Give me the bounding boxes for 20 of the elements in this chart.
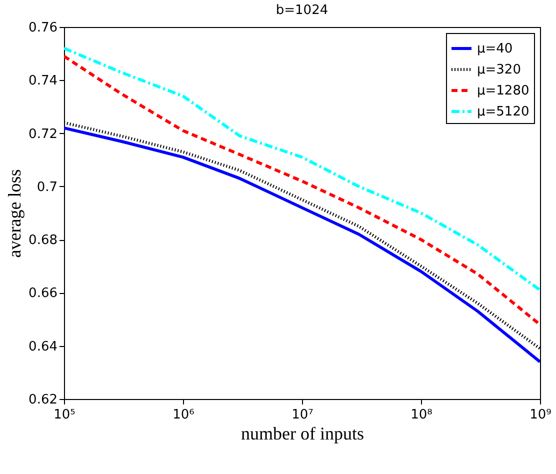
y-tick-label: 0.66 — [28, 286, 58, 302]
y-tick-label: 0.72 — [28, 126, 58, 142]
x-axis-title: number of inputs — [241, 424, 364, 444]
x-tick-label: 10⁶ — [172, 408, 194, 422]
legend-label: μ=40 — [477, 42, 513, 56]
y-tick-label: 0.62 — [28, 392, 58, 408]
y-tick-label: 0.76 — [28, 20, 58, 36]
y-axis-title: average loss — [4, 169, 25, 258]
legend-label: μ=1280 — [477, 84, 530, 98]
y-tick-label: 0.68 — [28, 233, 58, 248]
x-tick-label: 10⁸ — [410, 408, 432, 422]
x-tick-label: 10⁹ — [530, 408, 552, 422]
legend-label: μ=320 — [477, 62, 521, 78]
legend-label: μ=5120 — [477, 104, 530, 120]
x-tick-label: 10⁷ — [292, 408, 314, 422]
y-tick-label: 0.74 — [28, 74, 58, 89]
x-tick-label: 10⁵ — [54, 408, 76, 422]
chart-title: b=1024 — [276, 3, 328, 18]
y-tick-label: 0.7 — [36, 180, 58, 195]
y-tick-label: 0.64 — [28, 339, 58, 354]
